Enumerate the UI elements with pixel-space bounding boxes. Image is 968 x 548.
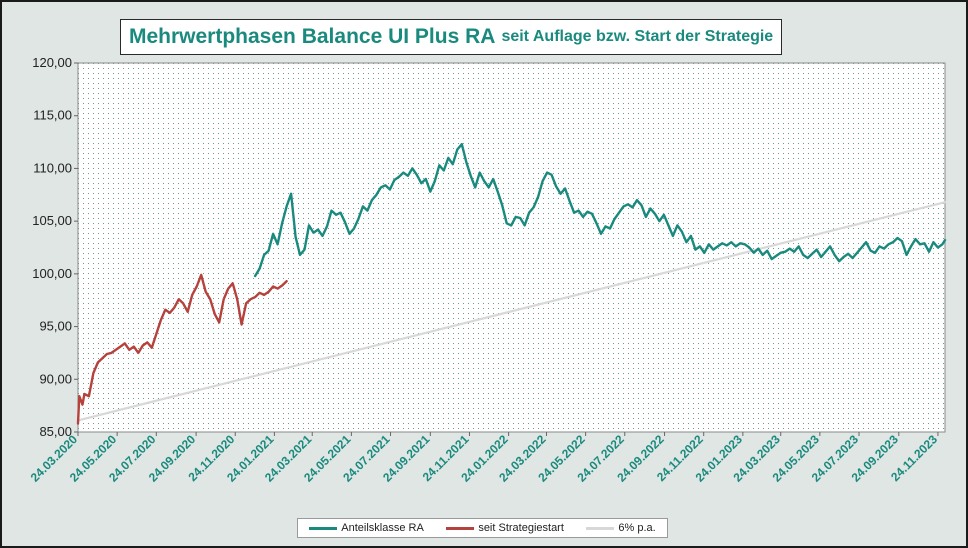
series-line-seit-strategiestart (76, 273, 288, 425)
legend-label: 6% p.a. (618, 522, 656, 534)
legend-label: Anteilsklasse RA (341, 522, 424, 534)
legend-label: seit Strategiestart (478, 522, 564, 534)
legend-swatch-teal (309, 526, 338, 530)
chart-subtitle: seit Auflage bzw. Start der Strategie (501, 28, 774, 45)
x-axis: 24.03.202024.05.202024.07.202024.09.2020… (28, 432, 941, 485)
y-tick-label: 115,00 (33, 108, 72, 123)
y-tick-label: 85,00 (39, 424, 72, 439)
legend-item-anteilsklasse: Anteilsklasse RA (309, 522, 424, 534)
plot-area (77, 62, 946, 433)
legend-item-strategiestart: seit Strategiestart (446, 522, 564, 534)
legend-item-benchmark: 6% p.a. (586, 522, 656, 534)
y-tick-label: 95,00 (39, 319, 72, 334)
y-tick-label: 110,00 (33, 160, 72, 175)
legend: Anteilsklasse RA seit Strategiestart 6% … (297, 518, 668, 538)
legend-swatch-gray (586, 526, 615, 530)
series-line-6-percent (76, 201, 947, 422)
chart-title-box: Mehrwertphasen Balance UI Plus RA seit A… (120, 19, 783, 55)
y-tick-label: 100,00 (32, 266, 72, 281)
y-tick-label: 105,00 (32, 213, 72, 228)
y-tick-label: 120,00 (32, 55, 72, 70)
series-layer (76, 142, 947, 425)
y-axis: 85,00 90,00 95,00 100,00 105,00 110,00 115,00 1… (32, 55, 78, 439)
series-line-anteilsklasse-ra (253, 142, 947, 278)
chart-title: Mehrwertphasen Balance UI Plus RA (129, 25, 496, 48)
y-tick-label: 90,00 (39, 371, 72, 386)
legend-swatch-red (446, 526, 475, 530)
